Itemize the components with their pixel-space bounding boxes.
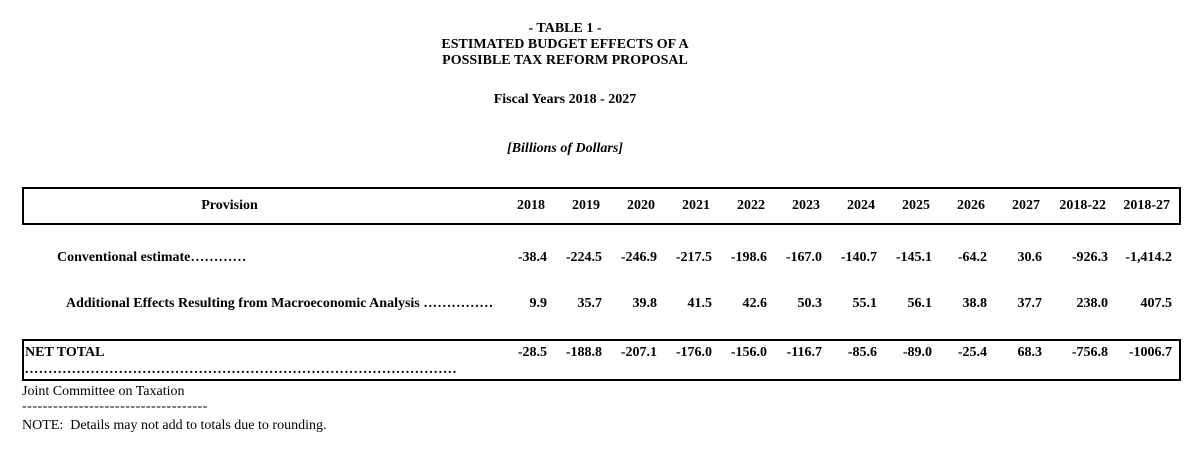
column-header-2019: 2019	[572, 198, 600, 213]
value-2027: 68.3	[1017, 345, 1043, 360]
column-header-2020: 2020	[627, 198, 655, 213]
value-2019: -188.8	[565, 345, 602, 360]
value-2027: 30.6	[1017, 250, 1043, 265]
column-header-2023: 2023	[792, 198, 820, 213]
fiscal-years-subtitle: Fiscal Years 2018 - 2027	[493, 92, 637, 107]
row-label: Additional Effects Resulting from Macroe…	[66, 296, 492, 311]
net-total-label: NET TOTAL	[25, 345, 105, 360]
value-2025: 56.1	[907, 296, 933, 311]
value-2022: -198.6	[730, 250, 767, 265]
column-header-2018-27: 2018-27	[1123, 198, 1170, 213]
value-2026: -25.4	[957, 345, 987, 360]
value-2018: -38.4	[517, 250, 547, 265]
table-header-row: Provision 2018 2019 2020 2021 2022 2023 …	[22, 187, 1181, 225]
value-2018-27: 407.5	[1140, 296, 1173, 311]
value-2018-22: 238.0	[1076, 296, 1109, 311]
column-header-2022: 2022	[737, 198, 765, 213]
value-2019: 35.7	[577, 296, 603, 311]
budget-effects-table: Provision 2018 2019 2020 2021 2022 2023 …	[22, 187, 1181, 381]
value-2018: -28.5	[517, 345, 547, 360]
value-2025: -89.0	[902, 345, 932, 360]
value-2021: -176.0	[675, 345, 712, 360]
value-2018: 9.9	[529, 296, 548, 311]
value-2018-22: -926.3	[1071, 250, 1108, 265]
value-2026: 38.8	[962, 296, 988, 311]
units-label: [Billions of Dollars]	[507, 141, 623, 156]
title-line-1: ESTIMATED BUDGET EFFECTS OF A	[441, 37, 689, 52]
value-2022: 42.6	[742, 296, 768, 311]
value-2018-22: -756.8	[1071, 345, 1108, 360]
value-2024: 55.1	[852, 296, 878, 311]
table-row-conventional-estimate: Conventional estimate………… -38.4 -224.5 -…	[22, 249, 1181, 267]
value-2019: -224.5	[565, 250, 602, 265]
net-total-section: NET TOTAL -28.5 -188.8 -207.1 -176.0 -15…	[22, 339, 1181, 381]
column-header-2027: 2027	[1012, 198, 1040, 213]
column-header-2024: 2024	[847, 198, 875, 213]
value-2025: -145.1	[895, 250, 932, 265]
value-2023: -116.7	[786, 345, 822, 360]
dot-leader: ........................................…	[25, 363, 458, 377]
footer-divider: ----------------------------------------…	[22, 401, 208, 413]
value-2018-27: -1006.7	[1128, 345, 1172, 360]
column-header-2018-22: 2018-22	[1059, 198, 1106, 213]
value-2020: 39.8	[632, 296, 658, 311]
value-2026: -64.2	[957, 250, 987, 265]
column-header-provision: Provision	[201, 198, 258, 213]
table-number: - TABLE 1 -	[528, 21, 602, 36]
source-attribution: Joint Committee on Taxation	[22, 384, 185, 399]
row-label: Conventional estimate…………	[57, 250, 247, 265]
column-header-2021: 2021	[682, 198, 710, 213]
column-header-2018: 2018	[517, 198, 545, 213]
table-footer: Joint Committee on Taxation ------------…	[22, 383, 1200, 435]
table-row-net-total: NET TOTAL -28.5 -188.8 -207.1 -176.0 -15…	[25, 344, 1179, 362]
value-2020: -246.9	[620, 250, 657, 265]
value-2023: 50.3	[797, 296, 823, 311]
value-2021: 41.5	[687, 296, 713, 311]
value-2024: -140.7	[840, 250, 877, 265]
column-header-2025: 2025	[902, 198, 930, 213]
rounding-footnote: NOTE: Details may not add to totals due …	[22, 418, 327, 433]
value-2021: -217.5	[675, 250, 712, 265]
value-2027: 37.7	[1017, 296, 1043, 311]
value-2022: -156.0	[730, 345, 767, 360]
column-header-2026: 2026	[957, 198, 985, 213]
value-2023: -167.0	[785, 250, 822, 265]
value-2020: -207.1	[620, 345, 657, 360]
title-line-2: POSSIBLE TAX REFORM PROPOSAL	[442, 53, 688, 68]
table-title-block: - TABLE 1 - ESTIMATED BUDGET EFFECTS OF …	[0, 0, 1130, 157]
value-2018-27: -1,414.2	[1125, 250, 1172, 265]
table-row-macroeconomic-effects: Additional Effects Resulting from Macroe…	[22, 295, 1181, 313]
value-2024: -85.6	[847, 345, 877, 360]
